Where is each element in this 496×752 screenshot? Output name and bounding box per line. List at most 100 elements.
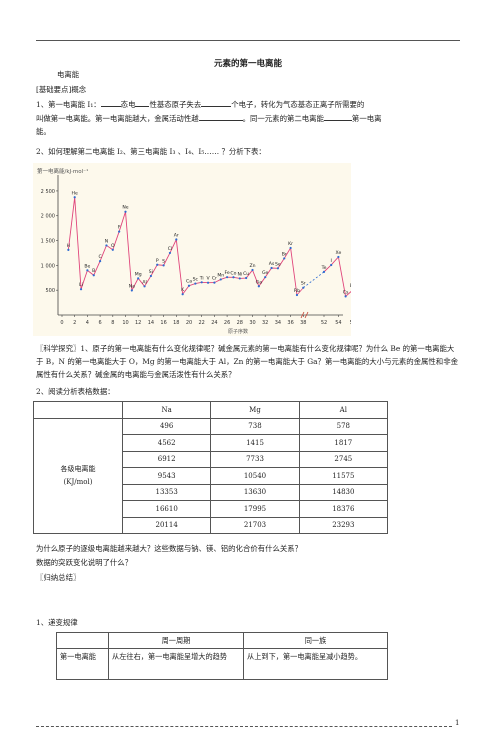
table-header: Mg [210,401,300,419]
element-label: K [181,287,185,293]
element-label: Sc [193,277,199,283]
item1-prefix: 1、第一电离能 I₁： [36,100,101,109]
x-tick-label: 32 [262,320,268,326]
element-label: Sr [301,281,306,287]
data-point [92,274,95,277]
x-axis-label: 原子序数 [228,328,248,335]
data-point [73,196,76,199]
x-tick-label: 22 [199,320,205,326]
x-tick-label: 18 [173,320,179,326]
element-label: Cr [212,276,217,282]
element-label: C [98,254,101,260]
element-label: Zn [249,263,255,269]
element-label: V [206,276,210,282]
fill-blank[interactable] [201,98,232,107]
item1-line1: 1、第一电离能 I₁： 态电 性基态原子失去 个电子，转化为气态基态正离子所需要的 [36,98,364,111]
y-tick-label: 500 [45,288,55,294]
element-label: Co [230,270,236,276]
question2: 数据的突跃变化说明了什么？ [36,558,133,567]
element-label: Ba [350,283,351,289]
element-label: Ti [199,275,204,281]
element-label: He [72,190,78,196]
data-point [130,289,133,292]
data-point [219,278,222,281]
y-axis-label: 第一电离能/kJ·mol⁻¹ [37,167,88,175]
data-point [79,288,83,291]
element-label: Al [142,279,146,285]
element-label: Ne [122,205,128,211]
x-tick-label: 28 [237,320,243,326]
data-point [226,276,229,279]
data-point [137,277,140,280]
data-point [200,281,203,284]
fill-blank[interactable] [323,112,352,121]
fill-blank[interactable] [198,112,243,121]
data-point [276,267,279,270]
fill-blank[interactable] [100,98,121,107]
data-point [86,269,89,272]
element-label: H [67,243,70,249]
table-cell: 9543 [121,467,212,485]
data-point [344,295,347,298]
element-label: Si [149,269,153,275]
x-tick-label: 6 [99,320,102,326]
table-cell: 738 [210,417,300,435]
element-label: Ca [186,279,192,285]
data-point [99,260,102,263]
ionization-energy-chart: 第一电离能/kJ·mol⁻¹ 500 1 000 1 500 2 000 2 500 0 2 4… [33,163,356,336]
x-tick-label: 56 [350,320,351,326]
element-label: S [162,258,165,264]
table-cell: 7733 [210,450,300,468]
table-cell: 17995 [210,500,300,518]
element-label: Te [321,265,327,271]
fill-blank[interactable] [135,98,150,107]
element-label: Xe [336,250,342,256]
x-tick-label: 20 [186,320,192,326]
element-label: Mg [135,271,142,277]
header-rule [36,40,460,41]
data-point [270,266,273,270]
table-header: Na [121,401,212,419]
data-point [238,277,241,280]
table-cell: 6912 [121,450,212,468]
data-point [289,246,292,250]
ionization-table: Na Mg Al 各级电离能 (KJ/mol) 496 738 578 4562… [33,401,389,534]
x-tick-label: 4 [86,320,89,326]
data-point [124,210,127,213]
table-cell: 13630 [210,483,300,501]
data-point [213,281,216,284]
item1-text: 。同一元素的第二电离能 [242,114,324,123]
x-tick-label: 26 [224,320,230,326]
footer-rule [36,726,452,727]
x-tick-label: 38 [300,320,306,326]
table-cell: 18376 [298,500,389,518]
data-point [245,276,248,280]
item1-line2: 叫做第一电离能。第一电离能越大，金属活动性越 。同一元素的第二电离能 第一电离 [36,112,382,125]
table-row-label: 第一电离能 [56,648,109,680]
data-point [257,285,260,288]
element-label: As [269,261,275,267]
x-tick-label: 0 [60,320,63,326]
data-point [295,293,299,297]
x-tick-label: 2 [73,320,76,326]
y-tick-label: 1 500 [41,239,55,245]
basic-points-heading: [基础要点]概念 [36,85,87,94]
data-point [181,293,184,296]
element-label: F [118,225,121,231]
element-label: P [156,258,159,264]
table-header: 周一周期 [108,632,244,649]
x-tick-label: 16 [160,320,166,326]
element-label: Rb [294,288,300,294]
table-cell: 20114 [121,516,212,534]
element-label: Ge [262,270,269,276]
item2-text: 2、如何理解第二电离能 I₂、第三电离能 I₃ 、I₄、I₅…… ？分析下表： [36,147,266,156]
data-point [206,281,210,284]
item1-line3: 能。 [36,127,51,136]
x-tick-label: 12 [135,320,141,326]
table-header: Al [298,401,389,419]
page-number: 1 [455,719,460,727]
item1-text: 个电子，转化为气态基态正离子所需要的 [231,100,365,109]
data-point [143,285,146,288]
